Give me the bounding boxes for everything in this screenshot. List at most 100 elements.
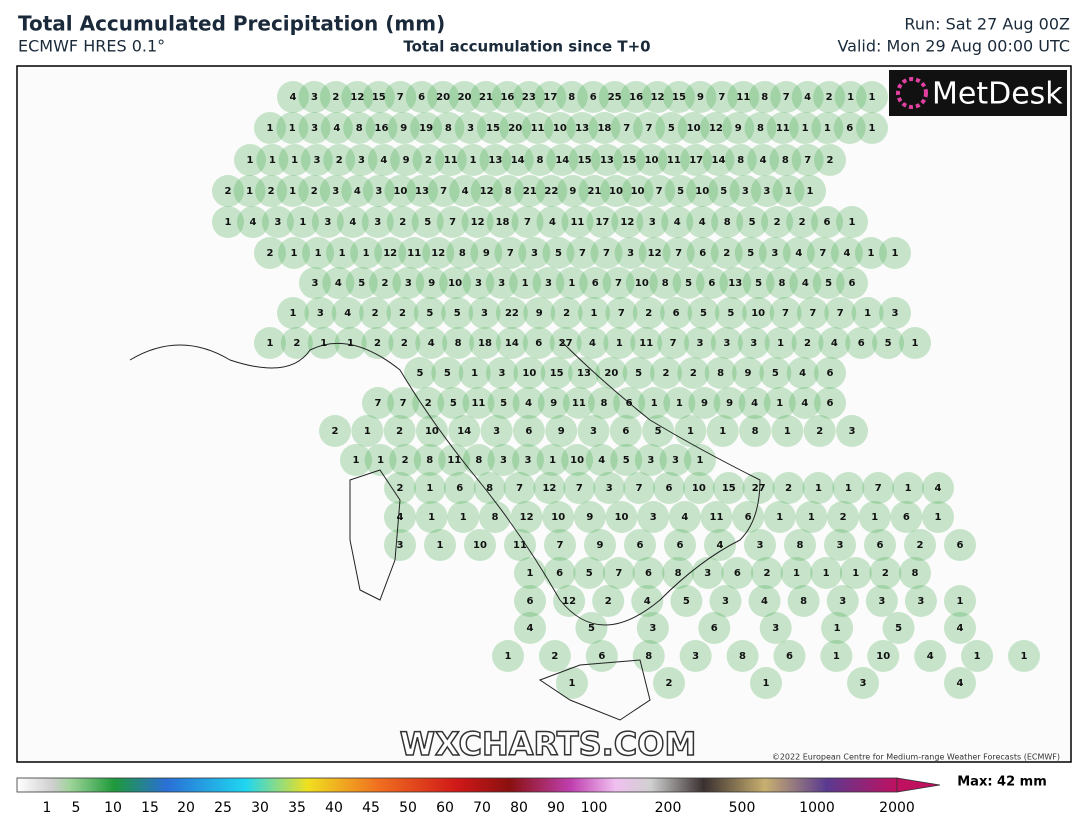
precip-shade [546, 144, 579, 176]
precip-label: 12 [620, 217, 634, 228]
precip-label: 3 [647, 455, 654, 466]
precip-shade [345, 267, 378, 299]
precip-label: 2 [605, 596, 612, 607]
precip-shade [540, 357, 573, 389]
precip-label: 1 [522, 278, 529, 289]
precip-shade [584, 529, 616, 561]
precip-shade [427, 81, 460, 113]
precip-shade [869, 557, 902, 589]
precip-label: 3 [397, 540, 404, 551]
precip-label: 15 [622, 155, 636, 166]
precip-shade [834, 81, 867, 113]
precip-shade [795, 501, 828, 533]
precip-shade [461, 206, 494, 238]
precip-shade [602, 557, 635, 589]
precip-label: 5 [444, 368, 451, 379]
precip-shade [470, 81, 502, 113]
precip-shade [434, 144, 467, 176]
precip-shade [449, 175, 482, 207]
precip-shade [765, 267, 798, 299]
precip-shade [499, 112, 532, 144]
precip-label: 3 [590, 426, 597, 437]
precip-shade [386, 297, 419, 329]
precip-shade [553, 585, 586, 617]
precip-label: 4 [380, 155, 387, 166]
precip-label: 6 [598, 651, 605, 662]
precip-shade [833, 112, 866, 144]
precip-shade [544, 529, 576, 561]
precip-label: 1 [549, 455, 556, 466]
precip-shade [653, 667, 685, 699]
precip-label: 3 [772, 623, 779, 634]
precip-label: 3 [481, 308, 488, 319]
precip-shade [638, 387, 671, 419]
precip-label: 1 [871, 512, 878, 523]
precip-shade [864, 529, 896, 561]
precip-shade [563, 472, 596, 504]
precip-label: 5 [358, 278, 365, 289]
precip-shade [536, 206, 569, 238]
precip-label: 9 [569, 186, 576, 197]
precip-shade [899, 557, 931, 589]
precip-shade [487, 444, 520, 476]
precip-label: 2 [332, 426, 339, 437]
precip-shade [679, 640, 712, 672]
precip-shade [578, 175, 611, 207]
colorbar-labels: 1 5 10 15 20 25 30 35 40 45 50 60 70 80 90 100 200 500 100… [43, 800, 915, 816]
precip-label: 7 [375, 398, 382, 409]
precip-shade [405, 81, 438, 113]
precip-shade [890, 501, 923, 533]
precip-label: 18 [478, 338, 492, 349]
precip-label: 6 [824, 217, 831, 228]
precip-label: 2 [332, 92, 339, 103]
precip-label: 3 [771, 248, 778, 259]
precip-shade [487, 387, 520, 419]
coastline [129, 339, 761, 626]
precip-label: 6 [827, 368, 834, 379]
precip-label: 6 [525, 426, 532, 437]
precip-label: 11 [447, 455, 461, 466]
precip-label: 8 [797, 540, 804, 551]
precip-label: 4 [549, 217, 556, 228]
precip-shade [300, 144, 333, 176]
precip-shade [592, 585, 625, 617]
precip-shade [727, 81, 760, 113]
precip-shade [791, 144, 824, 176]
precip-label: 12 [431, 248, 445, 259]
precip-shade [657, 144, 690, 176]
precip-shade [573, 501, 606, 533]
precip-shade [820, 640, 853, 672]
precip-label: 7 [507, 248, 514, 259]
precip-shade [611, 206, 644, 238]
precip-label: 8 [426, 455, 433, 466]
precip-shade [464, 529, 496, 561]
precip-shade [784, 529, 816, 561]
precip-label: 4 [760, 155, 767, 166]
precip-shade [724, 144, 757, 176]
precip-shade [677, 357, 710, 389]
precip-label: 6 [849, 278, 856, 289]
precip-label: 12 [480, 186, 494, 197]
precip-label: 1 [776, 512, 783, 523]
precip-label: 1 [867, 248, 874, 259]
precip-label: 3 [839, 596, 846, 607]
precip-shade [858, 501, 891, 533]
precip-label: 1 [247, 155, 254, 166]
precip-label: 11 [531, 123, 545, 134]
precip-label: 4 [751, 398, 758, 409]
colorbar [16, 777, 898, 793]
precip-label: 2 [382, 278, 389, 289]
precip-shade [813, 81, 846, 113]
precip-label: 1 [957, 596, 964, 607]
precip-shade [603, 327, 636, 359]
precip-label: 1 [676, 398, 683, 409]
precip-shade [623, 472, 656, 504]
precip-shade [362, 175, 395, 207]
precip-shade [415, 267, 448, 299]
precip-label: 6 [626, 398, 633, 409]
colorbar-label: 200 [655, 800, 682, 816]
precip-shade [709, 585, 742, 617]
precip-label: 7 [875, 483, 882, 494]
precip-label: 11 [513, 540, 527, 551]
colorbar-label: 10 [104, 800, 122, 816]
